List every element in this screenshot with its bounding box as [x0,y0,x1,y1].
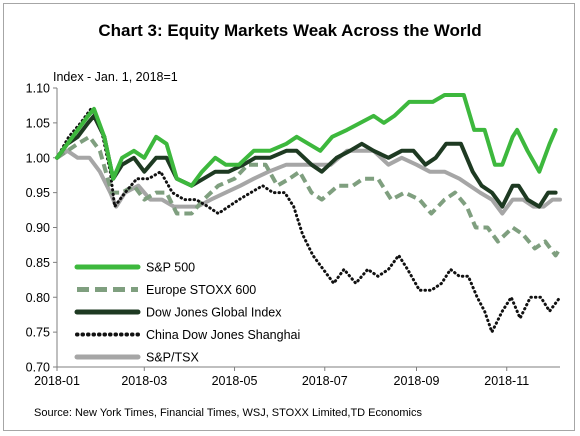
x-tick-label: 2018-01 [34,374,80,388]
legend-label: China Dow Jones Shanghai [146,328,300,342]
y-tick-label: 0.85 [26,256,50,270]
series-line-s-p-500 [55,93,558,188]
x-tick-label: 2018-07 [302,374,348,388]
series-line-dow-jones-global-index [55,113,558,209]
y-tick-label: 1.05 [26,116,50,130]
x-tick-label: 2018-09 [394,374,440,388]
x-tick-label: 2018-11 [484,374,529,388]
legend-label: Europe STOXX 600 [146,283,256,297]
y-tick-label: 0.75 [26,326,50,340]
y-tick-label: 0.95 [26,186,50,200]
legend-label: S&P 500 [146,261,195,275]
x-tick-label: 2018-03 [121,374,167,388]
y-tick-label: 0.90 [26,221,50,235]
y-tick-label: 1.10 [26,82,50,96]
axes: 0.70 0.75 0.80 0.85 0.90 0.95 1.00 1.05 1.10 2018… [26,82,560,388]
series-lines [55,93,562,334]
y-tick-label: 1.00 [26,151,50,165]
chart-frame: Chart 3: Equity Markets Weak Across the … [3,3,575,431]
chart-title: Chart 3: Equity Markets Weak Across the … [98,21,482,40]
series-line-europe-stoxx-600 [55,134,562,258]
y-tick-label: 0.80 [26,291,50,305]
legend-label: Dow Jones Global Index [146,306,282,320]
y-axis-label: Index - Jan. 1, 2018=1 [53,70,178,84]
legend-label: S&P/TSX [146,351,199,365]
source-note: Source: New York Times, Financial Times,… [34,407,422,419]
series-line-china-dow-jones-shanghai [55,107,562,334]
legend: S&P 500 Europe STOXX 600 Dow Jones Global … [74,261,300,365]
y-tick-label: 0.70 [26,361,50,375]
x-tick-label: 2018-05 [212,374,258,388]
